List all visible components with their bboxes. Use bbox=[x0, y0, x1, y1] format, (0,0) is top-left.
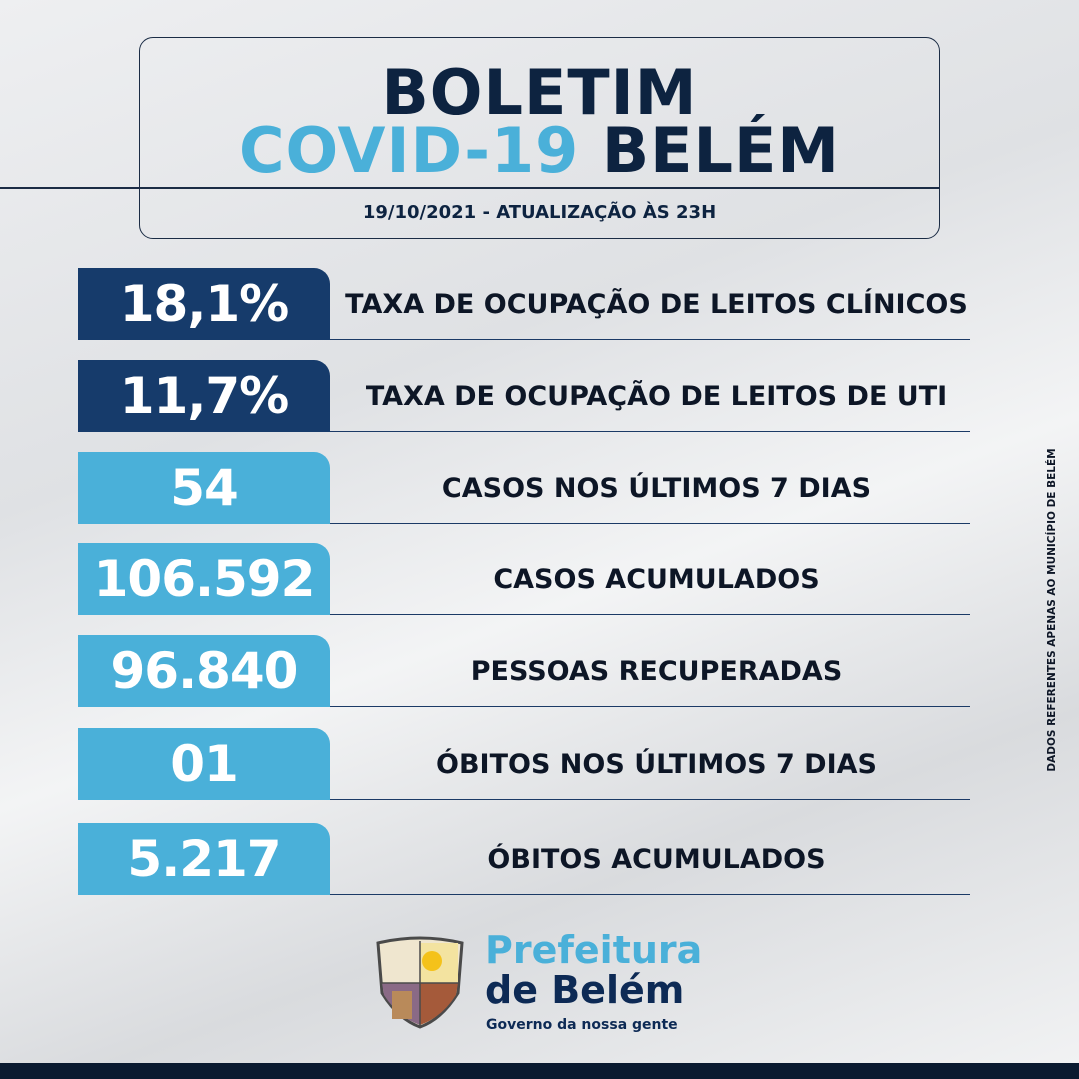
stat-row: 54 CASOS NOS ÚLTIMOS 7 DIAS bbox=[78, 452, 970, 524]
stat-value: 54 bbox=[78, 452, 330, 524]
date-line: 19/10/2021 - ATUALIZAÇÃO ÀS 23H bbox=[362, 202, 717, 223]
title-line1: BOLETIM bbox=[381, 56, 698, 129]
title-city: BELÉM bbox=[601, 114, 840, 187]
side-note: DADOS REFERENTES APENAS AO MUNICÍPIO DE … bbox=[1046, 448, 1058, 772]
row-underline bbox=[178, 338, 970, 340]
stat-row: 96.840 PESSOAS RECUPERADAS bbox=[78, 635, 970, 707]
stat-label: CASOS NOS ÚLTIMOS 7 DIAS bbox=[441, 472, 872, 504]
stat-label: TAXA DE OCUPAÇÃO DE LEITOS DE UTI bbox=[365, 380, 948, 412]
header-box bbox=[139, 37, 940, 239]
row-underline bbox=[178, 522, 970, 524]
stat-row: 18,1% TAXA DE OCUPAÇÃO DE LEITOS CLÍNICO… bbox=[78, 268, 970, 340]
stat-value: 11,7% bbox=[78, 360, 330, 432]
title-line2: COVID-19 BELÉM bbox=[0, 114, 1079, 187]
row-underline bbox=[178, 705, 970, 707]
stat-value: 106.592 bbox=[78, 543, 330, 615]
stat-value: 18,1% bbox=[78, 268, 330, 340]
row-underline bbox=[178, 893, 970, 895]
title-covid: COVID-19 bbox=[239, 114, 580, 187]
stat-label: ÓBITOS NOS ÚLTIMOS 7 DIAS bbox=[436, 748, 877, 780]
stat-label: PESSOAS RECUPERADAS bbox=[470, 655, 843, 687]
stat-value: 5.217 bbox=[78, 823, 330, 895]
brand-name: Prefeitura de Belém bbox=[485, 930, 702, 1010]
row-underline bbox=[178, 430, 970, 432]
stat-label: CASOS ACUMULADOS bbox=[493, 563, 820, 595]
stat-value: 01 bbox=[78, 728, 330, 800]
slogan: Governo da nossa gente bbox=[486, 1017, 678, 1033]
footer-bar bbox=[0, 1063, 1079, 1079]
stat-label: TAXA DE OCUPAÇÃO DE LEITOS CLÍNICOS bbox=[345, 288, 968, 320]
divider bbox=[0, 187, 940, 189]
stat-row: 5.217 ÓBITOS ACUMULADOS bbox=[78, 823, 970, 895]
stat-label: ÓBITOS ACUMULADOS bbox=[487, 843, 826, 875]
row-underline bbox=[178, 798, 970, 800]
row-underline bbox=[178, 613, 970, 615]
stat-row: 01 ÓBITOS NOS ÚLTIMOS 7 DIAS bbox=[78, 728, 970, 800]
stat-row: 11,7% TAXA DE OCUPAÇÃO DE LEITOS DE UTI bbox=[78, 360, 970, 432]
brand-line1: Prefeitura bbox=[485, 928, 703, 972]
coat-of-arms-icon bbox=[376, 936, 464, 1029]
brand-line2: de Belém bbox=[485, 968, 685, 1012]
stat-row: 106.592 CASOS ACUMULADOS bbox=[78, 543, 970, 615]
stat-value: 96.840 bbox=[78, 635, 330, 707]
